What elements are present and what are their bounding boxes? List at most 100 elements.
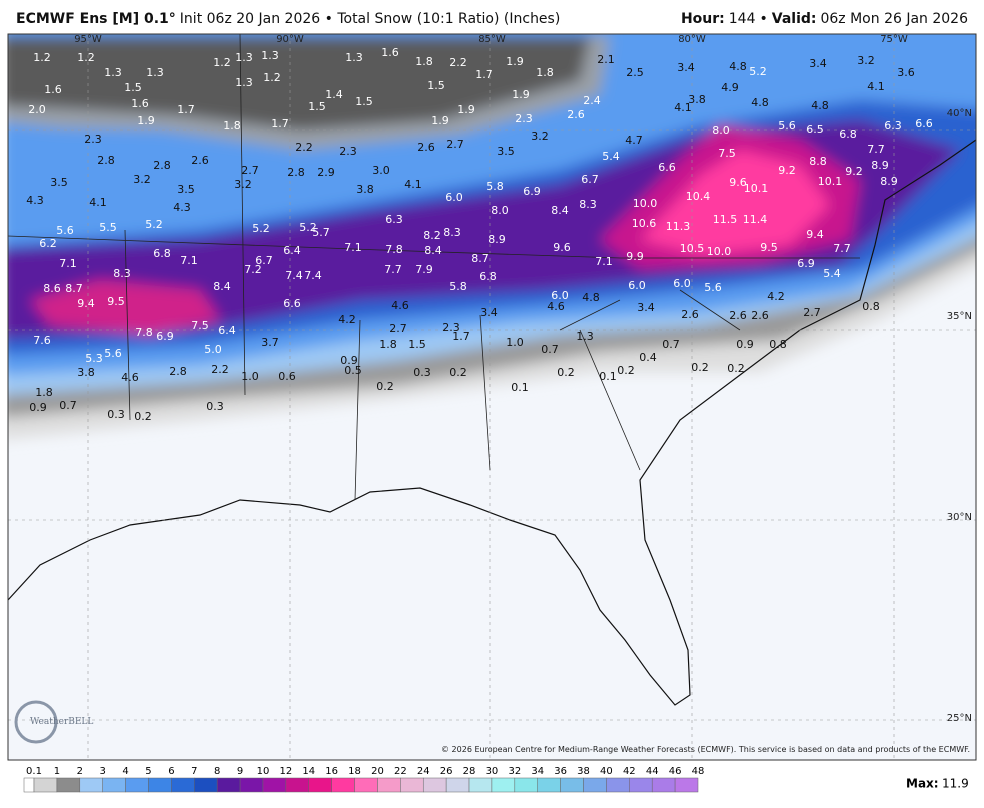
point-value: 2.0 [28, 103, 46, 116]
point-value: 5.4 [823, 267, 841, 280]
point-value: 3.6 [897, 66, 915, 79]
point-value: 7.4 [304, 269, 322, 282]
point-value: 7.7 [833, 242, 851, 255]
legend-level: 32 [508, 766, 521, 777]
legend-swatch [377, 777, 401, 793]
point-value: 8.3 [113, 267, 131, 280]
legend-swatch [331, 777, 355, 793]
legend-swatch [583, 777, 607, 793]
copyright: © 2026 European Centre for Medium-Range … [441, 745, 970, 754]
point-value: 1.5 [408, 338, 426, 351]
point-value: 0.2 [617, 364, 635, 377]
point-value: 1.7 [475, 68, 493, 81]
legend-level: 18 [348, 766, 361, 777]
point-value: 1.8 [223, 119, 241, 132]
point-value: 0.2 [691, 361, 709, 374]
point-value: 5.6 [56, 224, 74, 237]
point-value: 8.4 [213, 280, 231, 293]
point-value: 4.2 [338, 313, 356, 326]
point-value: 6.3 [884, 119, 902, 132]
point-value: 11.4 [743, 213, 768, 226]
point-value: 2.2 [211, 363, 229, 376]
separator: • [759, 11, 768, 27]
point-value: 1.0 [506, 336, 524, 349]
hour: 144 [728, 11, 756, 27]
point-value: 5.3 [85, 352, 103, 365]
legend-swatch [651, 777, 676, 793]
point-value: 2.7 [241, 164, 259, 177]
point-value: 9.2 [778, 164, 796, 177]
point-value: 4.1 [674, 101, 692, 114]
legend-swatch [422, 777, 447, 793]
point-value: 2.6 [191, 154, 209, 167]
point-value: 5.8 [486, 180, 504, 193]
point-value: 10.5 [680, 242, 705, 255]
point-value: 8.9 [488, 233, 506, 246]
lon-label: 75°W [880, 34, 908, 45]
point-value: 2.4 [583, 94, 601, 107]
legend-swatch [560, 777, 584, 793]
model: ECMWF Ens [M] 0.1° [16, 11, 176, 27]
point-value: 6.0 [445, 191, 463, 204]
legend-level: 6 [168, 766, 174, 777]
point-value: 0.6 [278, 370, 296, 383]
legend-swatch [537, 777, 561, 793]
point-value: 5.6 [778, 119, 796, 132]
legend-swatch [606, 777, 630, 793]
point-value: 1.9 [457, 103, 475, 116]
point-value: 10.6 [632, 217, 657, 230]
point-value: 0.2 [557, 366, 575, 379]
point-value: 4.2 [767, 290, 785, 303]
point-value: 6.9 [523, 185, 541, 198]
legend-swatch [400, 777, 424, 793]
legend-lead [23, 777, 35, 793]
point-value: 4.8 [582, 291, 600, 304]
legend-level: 30 [486, 766, 499, 777]
valid: 06z Mon 26 Jan 2026 [820, 11, 968, 27]
point-value: 7.7 [867, 143, 885, 156]
point-value: 6.0 [628, 279, 646, 292]
point-value: 5.2 [145, 218, 163, 231]
point-value: 2.9 [317, 166, 335, 179]
legend-level: 12 [279, 766, 292, 777]
point-value: 2.7 [389, 322, 407, 335]
point-value: 9.6 [553, 241, 571, 254]
point-value: 1.8 [35, 386, 53, 399]
legend-swatch [354, 777, 378, 793]
header-left: ECMWF Ens [M] 0.1° Init 06z 20 Jan 2026 •… [16, 11, 560, 27]
point-value: 9.6 [729, 176, 747, 189]
point-value: 1.2 [77, 51, 95, 64]
point-value: 6.9 [797, 257, 815, 270]
legend-level: 0.1 [26, 766, 42, 777]
point-value: 7.1 [180, 254, 198, 267]
point-value: 2.2 [295, 141, 313, 154]
point-value: 1.2 [33, 51, 51, 64]
point-value: 0.9 [736, 338, 754, 351]
lon-label: 85°W [478, 34, 506, 45]
legend-swatch [445, 777, 470, 793]
point-value: 6.7 [255, 254, 273, 267]
point-value: 0.2 [727, 362, 745, 375]
lon-label: 90°W [276, 34, 304, 45]
band-north [8, 36, 590, 130]
point-value: 4.8 [751, 96, 769, 109]
point-value: 1.7 [271, 117, 289, 130]
legend-swatch [285, 777, 310, 793]
point-value: 7.1 [344, 241, 362, 254]
point-value: 0.3 [107, 408, 125, 421]
point-value: 10.0 [707, 245, 732, 258]
legend-swatch [468, 777, 493, 793]
point-value: 3.2 [857, 54, 875, 67]
point-value: 5.6 [104, 347, 122, 360]
point-value: 4.3 [173, 201, 191, 214]
point-value: 8.3 [443, 226, 461, 239]
point-value: 4.6 [547, 300, 565, 313]
point-value: 2.8 [287, 166, 305, 179]
point-value: 8.7 [471, 252, 489, 265]
legend-level: 2 [77, 766, 83, 777]
point-value: 1.9 [431, 114, 449, 127]
point-value: 11.3 [666, 220, 691, 233]
point-value: 2.7 [803, 306, 821, 319]
point-value: 3.4 [677, 61, 695, 74]
